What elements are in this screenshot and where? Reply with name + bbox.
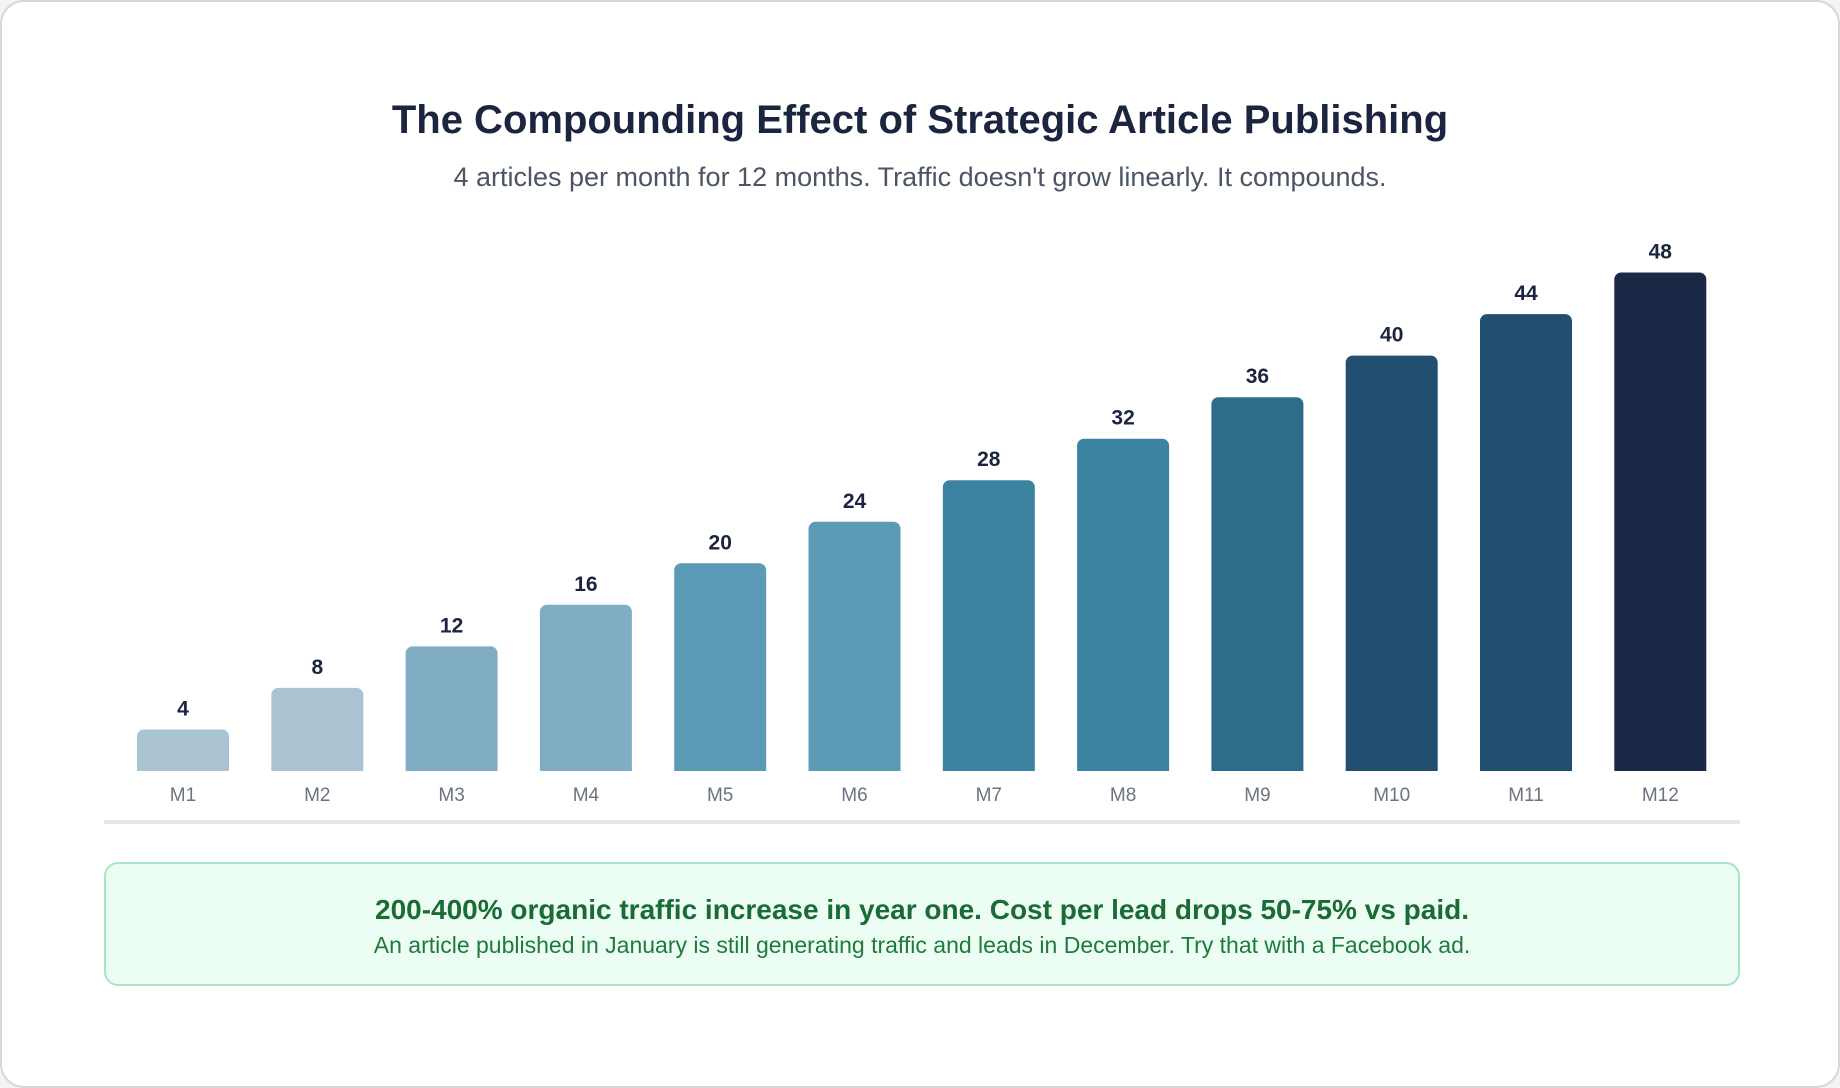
x-axis-line	[104, 820, 1740, 824]
bar-m1	[137, 729, 229, 777]
x-tick-label-m2: M2	[304, 785, 330, 806]
data-label-m5: 20	[709, 531, 732, 554]
bar-m9	[1211, 397, 1304, 777]
data-label-m11: 44	[1514, 282, 1538, 305]
bar-m12	[1614, 272, 1707, 777]
x-tick-label-m11: M11	[1508, 785, 1544, 806]
bar-m10	[1345, 355, 1438, 777]
data-label-m12: 48	[1649, 241, 1673, 264]
data-label-m7: 28	[977, 448, 1001, 471]
bar-m4	[539, 604, 632, 777]
bar-chart: 4 M1 8 M2 12 M3 16 M4 20 M5 24 M6 28 M7 32 M8 36 M9 40 M10 4…	[2, 241, 1838, 806]
data-label-m8: 32	[1111, 407, 1134, 430]
bar-m6	[808, 521, 901, 777]
x-tick-label-m7: M7	[976, 785, 1002, 806]
x-tick-label-m12: M12	[1642, 785, 1679, 806]
x-tick-label-m1: M1	[170, 785, 196, 806]
x-tick-label-m5: M5	[707, 785, 733, 806]
chart-title: The Compounding Effect of Strategic Arti…	[391, 98, 1449, 142]
bar-m3	[405, 646, 498, 777]
insight-callout: 200-400% organic traffic increase in yea…	[104, 862, 1740, 986]
data-label-m2: 8	[311, 656, 323, 679]
data-label-m1: 4	[177, 698, 189, 721]
bar-m11	[1480, 314, 1572, 777]
baseline-mask	[2, 771, 1838, 779]
bar-m2	[271, 687, 364, 777]
x-tick-label-m8: M8	[1110, 785, 1136, 806]
data-label-m3: 12	[440, 614, 463, 637]
x-tick-label-m9: M9	[1244, 785, 1270, 806]
x-tick-label-m6: M6	[841, 785, 867, 806]
chart-subtitle: 4 articles per month for 12 months. Traf…	[453, 162, 1387, 192]
x-tick-label-m10: M10	[1373, 785, 1410, 806]
bar-m8	[1077, 438, 1170, 777]
data-label-m9: 36	[1246, 365, 1269, 388]
x-tick-label-m3: M3	[438, 785, 464, 806]
bar-m5	[674, 563, 767, 777]
data-label-m6: 24	[843, 490, 867, 513]
callout-headline: 200-400% organic traffic increase in yea…	[375, 894, 1469, 925]
data-label-m4: 16	[574, 573, 597, 596]
data-label-m10: 40	[1380, 324, 1403, 347]
x-tick-label-m4: M4	[573, 785, 600, 806]
callout-body: An article published in January is still…	[373, 932, 1471, 958]
bar-m7	[942, 480, 1035, 777]
